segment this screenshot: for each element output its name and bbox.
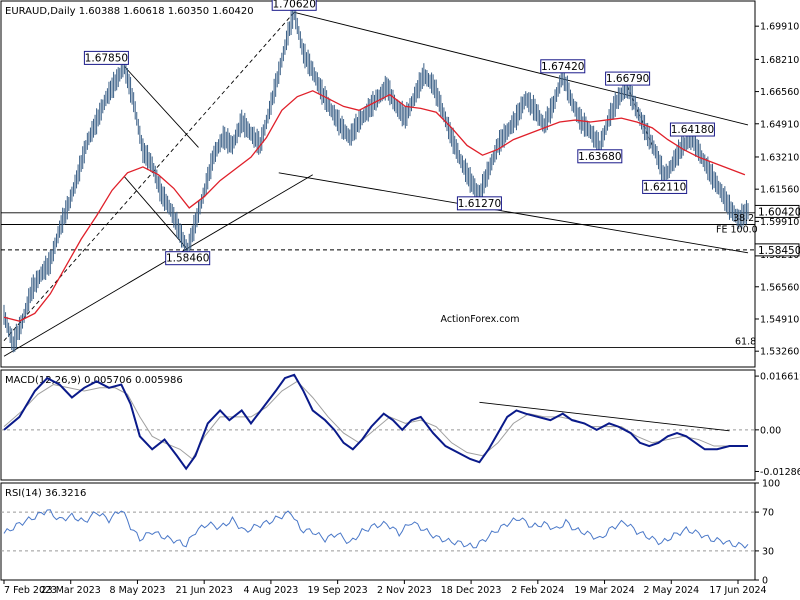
rsi-y-tick-label: 0 (762, 576, 768, 587)
rsi-y-tick-label: 30 (762, 546, 774, 557)
x-tick-label: 18 Dec 2023 (441, 585, 502, 596)
price-label-box (540, 59, 586, 74)
price-label-text: 1.67850 (85, 52, 128, 64)
price-label-box (642, 179, 688, 194)
fib-label-61: 61.8 (735, 336, 756, 347)
macd-title: MACD(12,26,9) 0.005706 0.005986 (5, 375, 183, 386)
triangle-line-a (124, 66, 199, 148)
chart-header: EURAUD,Daily 1.60388 1.60618 1.60350 1.6… (5, 6, 254, 17)
x-tick-label: 7 Feb 2023 (4, 585, 57, 596)
price-bars (3, 4, 749, 353)
price-label-text: 1.58460 (166, 253, 209, 265)
channel-upper-line (294, 11, 749, 126)
price-y-tick-label: 1.53260 (760, 347, 799, 358)
x-tick-label: 2 Nov 2023 (377, 585, 432, 596)
fib-label-fe100: FE 100.0 (716, 225, 758, 236)
price-label-text: 1.64180 (671, 124, 714, 136)
support-trendline (3, 174, 313, 357)
price-label-text: 1.63680 (578, 151, 621, 163)
macd-trendline (479, 401, 730, 432)
panel-frame-macd (0, 369, 756, 481)
price-label-box (577, 149, 623, 164)
price-label-text: 1.67420 (541, 61, 584, 73)
price-y-tick-label: 1.68210 (760, 55, 799, 66)
x-tick-label: 2 May 2024 (643, 585, 699, 596)
price-y-tick-label: 1.69910 (760, 22, 799, 33)
macd-y-tick-label: -0.012864 (760, 467, 800, 478)
rsi-title: RSI(14) 36.3216 (5, 488, 86, 499)
price-y-tick-label: 1.63210 (760, 152, 799, 163)
price-label-box (83, 50, 129, 65)
price-y-tick-label: 1.59910 (760, 217, 799, 228)
panel-frame-price (0, 0, 756, 368)
price-y-tick-label: 1.56560 (760, 282, 799, 293)
sma-line (3, 90, 746, 322)
price-label-text: 1.61270 (458, 198, 501, 210)
x-tick-label: 17 Jun 2024 (709, 585, 766, 596)
x-tick-label: 23 Mar 2023 (41, 585, 101, 596)
current-price-box (754, 204, 800, 218)
watermark: ActionForex.com (441, 314, 520, 325)
rsi-y-tick-label: 100 (762, 479, 780, 490)
price-y-tick-label: 1.64910 (760, 119, 799, 130)
rsi-y-tick-label: 70 (762, 508, 774, 519)
price-label-text: 1.66790 (606, 73, 649, 85)
price-label-box (605, 71, 651, 86)
macd-line (3, 373, 748, 471)
price-y-tick-label: 1.66560 (760, 87, 799, 98)
price-y-tick-label: 1.54910 (760, 314, 799, 325)
x-tick-label: 19 Sep 2023 (308, 585, 368, 596)
x-tick-label: 2 Feb 2024 (511, 585, 564, 596)
rising-dashed-trendline (3, 12, 295, 341)
level-price-label: 1.58450 (758, 245, 800, 257)
fib-label-38: 38.2 (733, 213, 754, 224)
price-label-box (271, 0, 317, 11)
macd-y-tick-label: 0.00 (760, 425, 781, 436)
rsi-line (3, 509, 749, 549)
x-tick-label: 4 Aug 2023 (244, 585, 299, 596)
price-label-text: 1.62110 (643, 181, 686, 193)
x-tick-label: 21 Jun 2023 (176, 585, 233, 596)
x-tick-label: 8 May 2023 (110, 585, 166, 596)
macd-y-tick-label: 0.016619 (760, 372, 800, 383)
price-label-text: 1.70620 (272, 0, 315, 10)
current-price-label: 1.60420 (758, 206, 800, 218)
price-label-box (456, 196, 502, 211)
level-price-box (754, 243, 800, 257)
price-label-box (669, 122, 715, 137)
panel-frame-rsi (0, 482, 756, 581)
price-label-box (165, 251, 211, 266)
price-y-tick-label: 1.61560 (760, 185, 799, 196)
x-tick-label: 19 Mar 2024 (574, 585, 634, 596)
